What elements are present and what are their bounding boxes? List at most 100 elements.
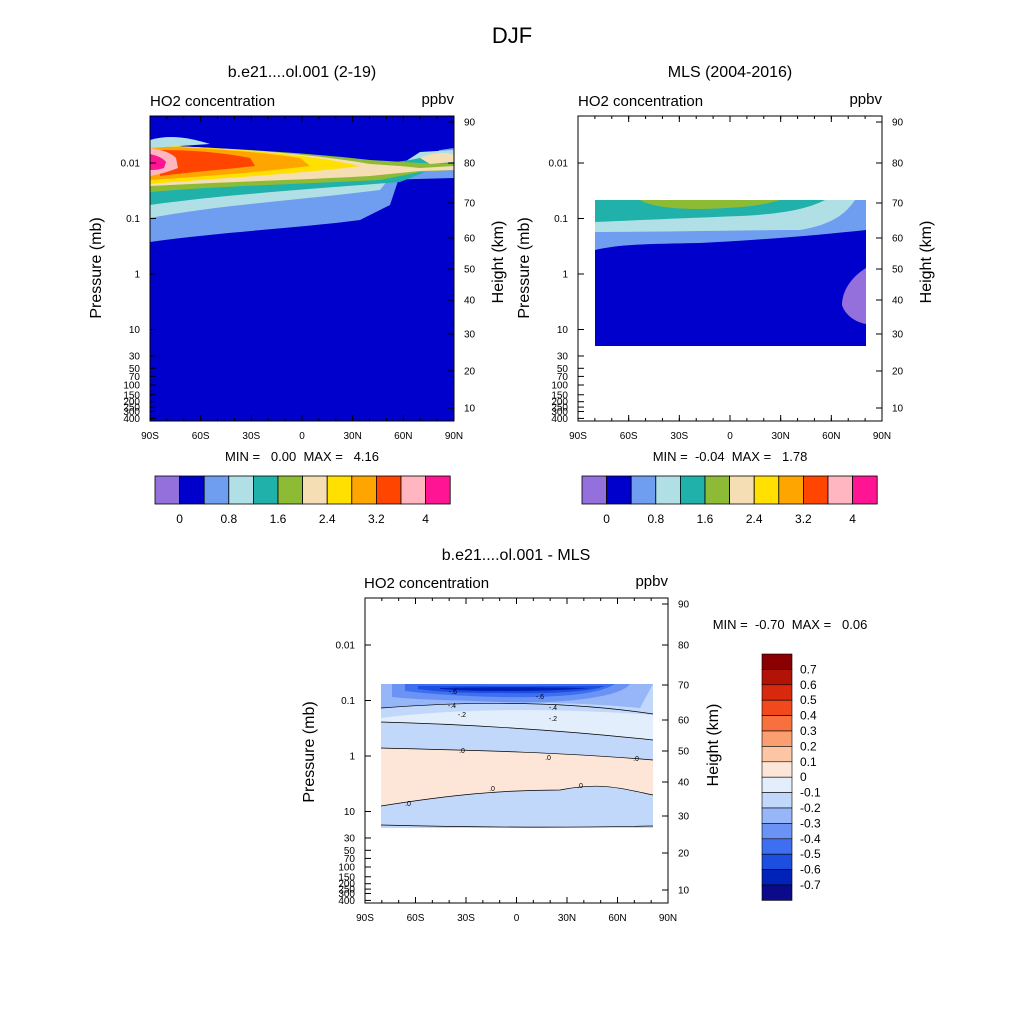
y-tick-label: 10 bbox=[129, 325, 141, 336]
colorbar-box bbox=[761, 761, 793, 778]
colorbar-box bbox=[425, 475, 451, 505]
colorbar-label: 3.2 bbox=[368, 512, 385, 526]
colorbar-box bbox=[761, 823, 793, 840]
y2-tick-label: 20 bbox=[892, 367, 904, 378]
contour-band bbox=[381, 748, 653, 806]
contour-label: -.6 bbox=[449, 689, 457, 696]
y-tick-label: 250 bbox=[338, 885, 355, 896]
y2-tick-label: 60 bbox=[464, 234, 476, 245]
y-tick-label: 50 bbox=[129, 364, 141, 375]
y-tick-label: 200 bbox=[123, 397, 140, 408]
y-tick-label: 1 bbox=[134, 270, 140, 281]
panel-title: b.e21....ol.001 - MLS bbox=[442, 547, 591, 564]
contour-label: .0 bbox=[545, 755, 551, 762]
x-tick-label: 0 bbox=[727, 431, 733, 442]
colorbar-box bbox=[179, 475, 205, 505]
panel-right-string: ppbv bbox=[421, 91, 454, 108]
colorbar-label: 2.4 bbox=[746, 512, 763, 526]
colorbar-box bbox=[753, 475, 780, 505]
colorbar-label: -0.4 bbox=[800, 832, 821, 846]
panel-left-string: HO2 concentration bbox=[150, 93, 275, 110]
panel-difference: b.e21....ol.001 - MLS HO2 concentration … bbox=[301, 547, 867, 924]
colorbar-label: 0.3 bbox=[800, 724, 817, 738]
colorbar-label: 1.6 bbox=[697, 512, 714, 526]
colorbar-box bbox=[729, 475, 755, 505]
contour-label: -.6 bbox=[536, 694, 544, 701]
y-tick-label: 70 bbox=[557, 372, 569, 383]
y-axis-title: Pressure (mb) bbox=[88, 217, 105, 318]
colorbar-label: 0 bbox=[800, 770, 807, 784]
y-tick-label: 200 bbox=[338, 879, 355, 890]
colorbar-box bbox=[761, 730, 793, 747]
colorbar-box bbox=[761, 746, 793, 763]
contour-line bbox=[380, 747, 654, 761]
colorbar-label: -0.6 bbox=[800, 863, 821, 877]
colorbar-box bbox=[761, 653, 793, 670]
y-tick-label: 400 bbox=[123, 414, 140, 425]
contour-field: -.6-.6-.4 -.4-.2-.2.0.0.0.0.0.0 bbox=[380, 684, 654, 828]
y2-tick-label: 50 bbox=[892, 265, 904, 276]
y-tick-label: 0.1 bbox=[126, 214, 140, 225]
colorbar-label: 0 bbox=[603, 512, 610, 526]
contour-band bbox=[640, 200, 780, 209]
x-tick-label: 60S bbox=[192, 431, 210, 442]
x-tick-label: 60S bbox=[407, 913, 425, 924]
x-tick-label: 30N bbox=[771, 431, 789, 442]
min-max-label: MIN = -0.04 MAX = 1.78 bbox=[653, 449, 808, 464]
panel-left-string: HO2 concentration bbox=[578, 93, 703, 110]
y2-tick-label: 60 bbox=[892, 234, 904, 245]
contour-label: -.4 bbox=[549, 705, 557, 712]
y-tick-label: 100 bbox=[338, 863, 355, 874]
colorbar-label: 2.4 bbox=[319, 512, 336, 526]
y2-tick-label: 80 bbox=[464, 159, 476, 170]
y2-tick-label: 80 bbox=[892, 159, 904, 170]
colorbar-box bbox=[852, 475, 878, 505]
y-tick-label: 200 bbox=[551, 397, 568, 408]
min-max-label: MIN = 0.00 MAX = 4.16 bbox=[225, 449, 379, 464]
colorbar-box bbox=[581, 475, 608, 505]
y-tick-label: 100 bbox=[551, 381, 568, 392]
x-tick-label: 90S bbox=[356, 913, 374, 924]
y2-tick-label: 90 bbox=[678, 600, 690, 611]
y2-tick-label: 90 bbox=[464, 118, 476, 129]
x-tick-label: 90S bbox=[141, 431, 159, 442]
colorbar-box bbox=[761, 669, 793, 686]
x-tick-label: 60N bbox=[608, 913, 626, 924]
colorbar-box bbox=[803, 475, 829, 505]
y-tick-label: 70 bbox=[129, 372, 141, 383]
x-tick-label: 90N bbox=[659, 913, 677, 924]
colorbar-label: 0.4 bbox=[800, 709, 817, 723]
colorbar-box bbox=[228, 475, 254, 505]
contour-band bbox=[842, 268, 866, 324]
colorbar-label: 0.7 bbox=[800, 662, 817, 676]
contour-label: -.2 bbox=[549, 716, 557, 723]
colorbar-label: 4 bbox=[849, 512, 856, 526]
y2-tick-label: 40 bbox=[892, 296, 904, 307]
colorbar-box bbox=[630, 475, 657, 505]
panel-left-string: HO2 concentration bbox=[364, 575, 489, 592]
colorbar-box bbox=[761, 684, 793, 701]
y-tick-label: 400 bbox=[551, 414, 568, 425]
colorbar-label: -0.3 bbox=[800, 816, 821, 830]
y-tick-label: 0.1 bbox=[554, 214, 568, 225]
colorbar-box bbox=[827, 475, 854, 505]
colorbar-box bbox=[761, 838, 793, 855]
y2-tick-label: 10 bbox=[464, 404, 476, 415]
y2-tick-label: 20 bbox=[464, 367, 476, 378]
y2-tick-label: 70 bbox=[678, 681, 690, 692]
contour-label: .0 bbox=[405, 801, 411, 808]
colorbar-box bbox=[606, 475, 632, 505]
contour-band bbox=[440, 687, 590, 691]
colorbar-box bbox=[252, 475, 279, 505]
y2-tick-label: 70 bbox=[464, 199, 476, 210]
contour-label: .0 bbox=[633, 756, 639, 763]
x-tick-label: 90N bbox=[873, 431, 891, 442]
colorbar-label: 0.1 bbox=[800, 755, 817, 769]
colorbar-box bbox=[351, 475, 377, 505]
x-tick-label: 90N bbox=[445, 431, 463, 442]
panel-title: b.e21....ol.001 (2-19) bbox=[228, 64, 377, 81]
y2-tick-label: 20 bbox=[678, 849, 690, 860]
colorbar-label: -0.2 bbox=[800, 801, 821, 815]
colorbar-box bbox=[761, 869, 793, 886]
